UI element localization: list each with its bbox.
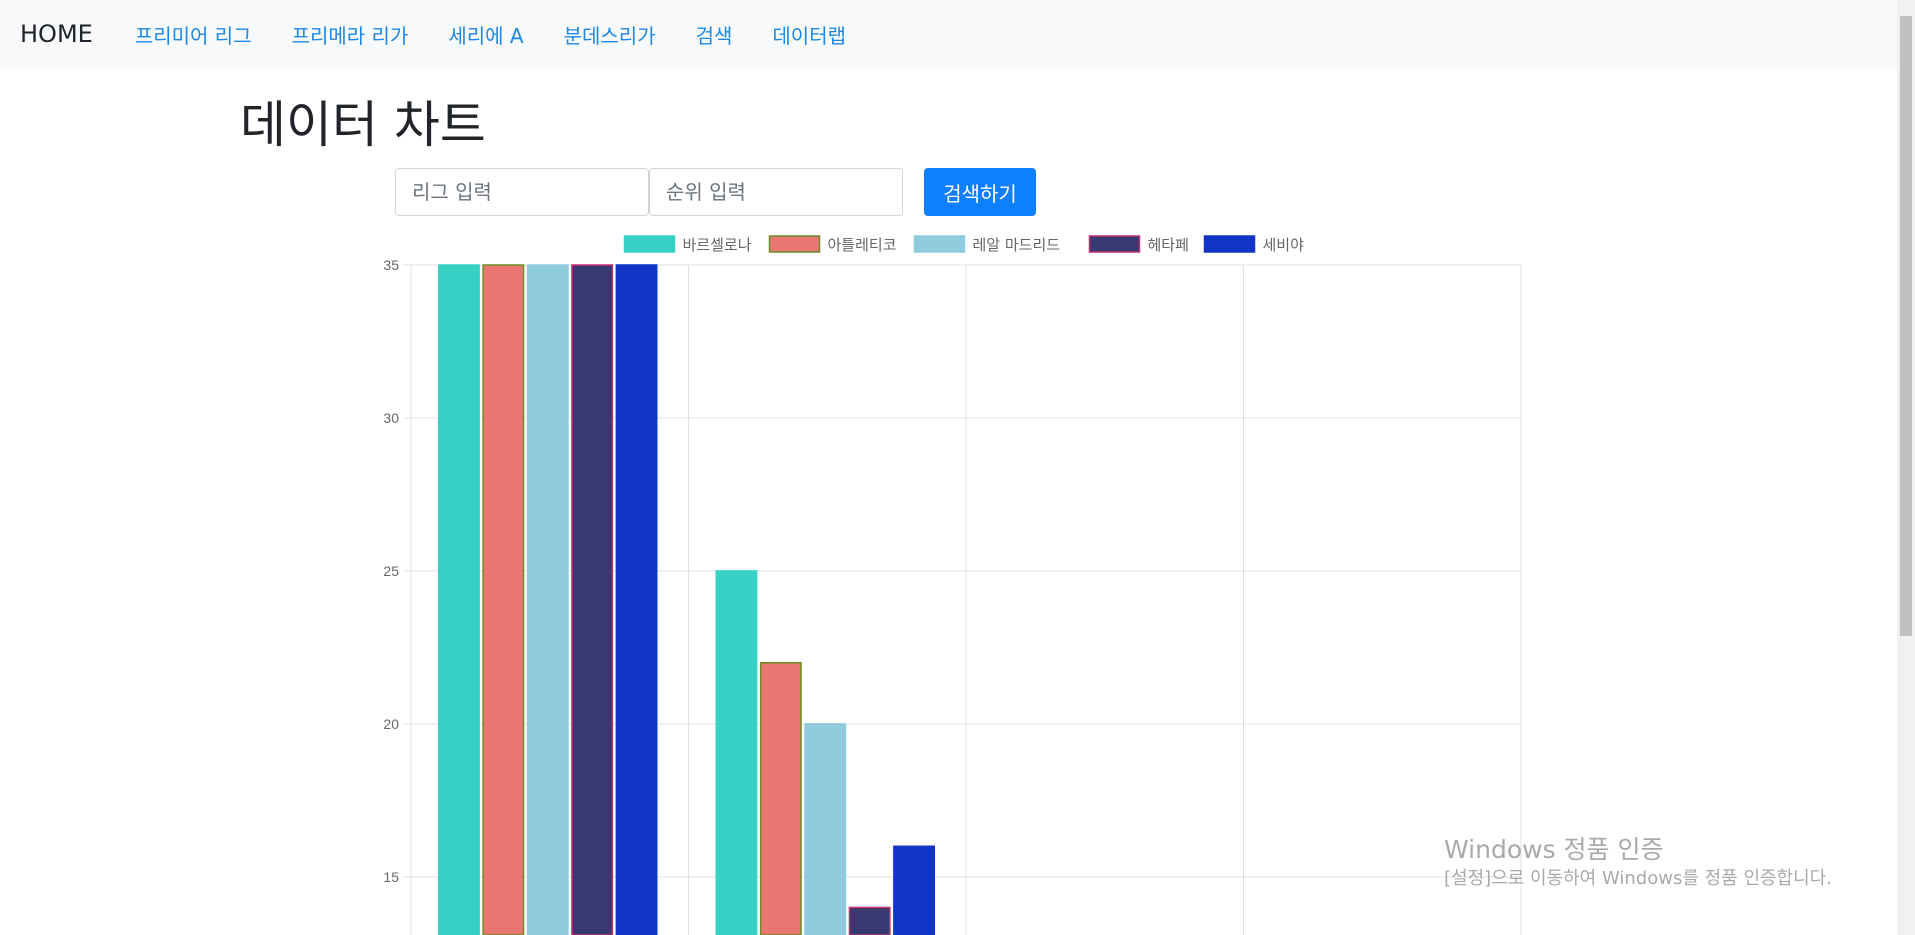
legend-swatch xyxy=(623,235,676,253)
page-title: 데이터 차트 xyxy=(240,96,486,154)
nav-link-primera-liga[interactable]: 프리메라 리가 xyxy=(291,23,409,48)
chart-bar[interactable] xyxy=(848,906,891,935)
legend-item[interactable]: 세비야 xyxy=(1203,235,1305,254)
legend-swatch xyxy=(1088,235,1141,253)
windows-activation-watermark: Windows 정품 인증 [설정]으로 이동하여 Windows를 정품 인증… xyxy=(1444,833,1832,891)
watermark-title: Windows 정품 인증 xyxy=(1444,835,1664,864)
nav-link-bundesliga[interactable]: 분데스리가 xyxy=(563,23,656,48)
chart-bar[interactable] xyxy=(759,661,802,935)
legend-item[interactable]: 아틀레티코 xyxy=(768,235,897,254)
search-button[interactable]: 검색하기 xyxy=(924,168,1036,216)
legend-label: 세비야 xyxy=(1263,236,1305,254)
chart-bar[interactable] xyxy=(615,264,658,935)
legend-swatch xyxy=(1203,235,1256,253)
chart-bar[interactable] xyxy=(804,723,847,935)
y-tick-label: 15 xyxy=(383,869,399,885)
nav-link-serie-a[interactable]: 세리에 A xyxy=(448,23,524,48)
chart-bar[interactable] xyxy=(526,264,569,935)
league-input[interactable] xyxy=(395,168,649,216)
legend-label: 바르셀로나 xyxy=(683,236,752,254)
scrollbar-thumb[interactable] xyxy=(1900,16,1912,636)
legend-item[interactable]: 레알 마드리드 xyxy=(913,235,1061,254)
chart-bar[interactable] xyxy=(893,845,935,935)
y-tick-label: 20 xyxy=(383,716,399,732)
legend-label: 레알 마드리드 xyxy=(973,236,1061,254)
legend-item[interactable]: 바르셀로나 xyxy=(623,235,752,254)
chart-bar[interactable] xyxy=(438,264,480,935)
rank-input[interactable] xyxy=(649,168,903,216)
y-tick-label: 25 xyxy=(383,563,399,579)
home-link[interactable]: HOME xyxy=(20,20,93,48)
legend-swatch xyxy=(768,235,821,253)
y-tick-label: 35 xyxy=(383,257,399,273)
chart-bar[interactable] xyxy=(571,264,614,935)
top-navbar: HOME 프리미어 리그 프리메라 리가 세리에 A 분데스리가 검색 데이터랩 xyxy=(0,0,1897,68)
vertical-scrollbar[interactable] xyxy=(1897,0,1915,935)
legend-item[interactable]: 헤타페 xyxy=(1088,235,1189,254)
chart-bar[interactable] xyxy=(482,264,525,935)
chart-bar[interactable] xyxy=(715,570,758,935)
nav-link-datalab[interactable]: 데이터랩 xyxy=(772,23,847,48)
watermark-subtitle: [설정]으로 이동하여 Windows를 정품 인증합니다. xyxy=(1444,868,1832,889)
nav-link-premier-league[interactable]: 프리미어 리그 xyxy=(134,23,252,48)
nav-link-search[interactable]: 검색 xyxy=(695,23,733,48)
legend-label: 아틀레티코 xyxy=(828,236,897,254)
legend-label: 헤타페 xyxy=(1148,236,1189,254)
y-tick-label: 30 xyxy=(383,410,399,426)
legend-swatch xyxy=(913,235,966,253)
